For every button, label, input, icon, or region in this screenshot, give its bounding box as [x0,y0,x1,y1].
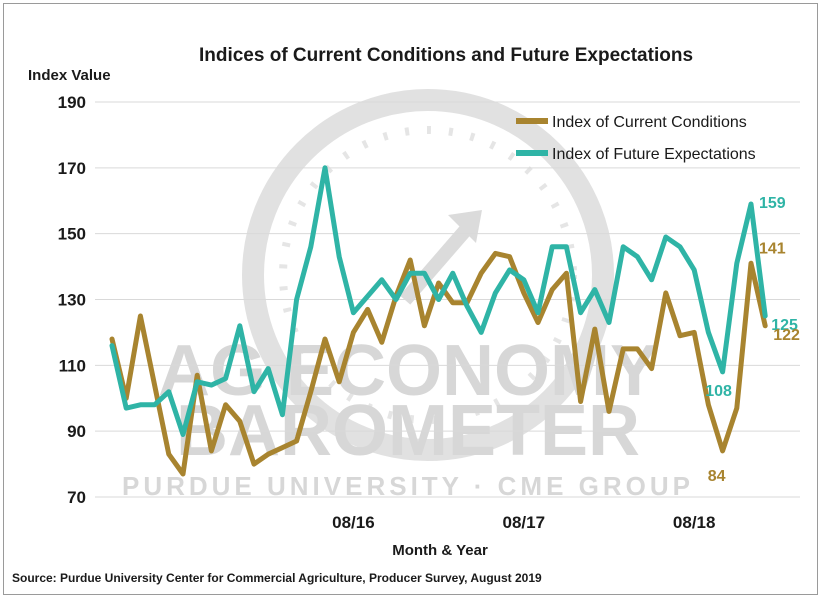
data-label: 125 [771,317,798,334]
legend-label-current: Index of Current Conditions [552,114,747,131]
y-tick-label: 130 [58,291,86,310]
x-tick-label: 08/16 [332,513,375,532]
data-label: 141 [759,240,786,257]
y-tick-label: 170 [58,159,86,178]
y-axis-label: Index Value [28,67,111,84]
y-tick-label: 150 [58,225,86,244]
y-tick-label: 110 [59,356,86,375]
series-line-current-conditions [109,250,768,477]
legend: Index of Current Conditions Index of Fut… [516,114,756,163]
watermark-dial-ring [242,89,614,461]
watermark-arrowhead-icon [448,210,482,243]
y-tick-label: 90 [67,422,86,441]
series-line-future-expectations [109,165,768,437]
data-labels: 159 125 141 122 108 84 [705,195,800,485]
data-label: 84 [708,468,726,485]
x-axis-label: Month & Year [392,542,488,559]
chart-title: Indices of Current Conditions and Future… [199,45,693,66]
data-label: 108 [705,383,732,400]
x-tick-label: 08/18 [673,513,716,532]
series-lines [109,165,768,477]
y-tick-label: 190 [58,93,86,112]
data-label: 159 [759,195,786,212]
data-label: 122 [773,327,800,344]
source-note: Source: Purdue University Center for Com… [12,571,542,585]
legend-label-future: Index of Future Expectations [552,146,756,163]
y-tick-label: 70 [67,488,86,507]
x-tick-label: 08/17 [503,513,546,532]
watermark-line3: PURDUE UNIVERSITY · CME GROUP [122,471,694,501]
y-ticks: 70 90 110 130 150 170 190 [58,93,86,507]
